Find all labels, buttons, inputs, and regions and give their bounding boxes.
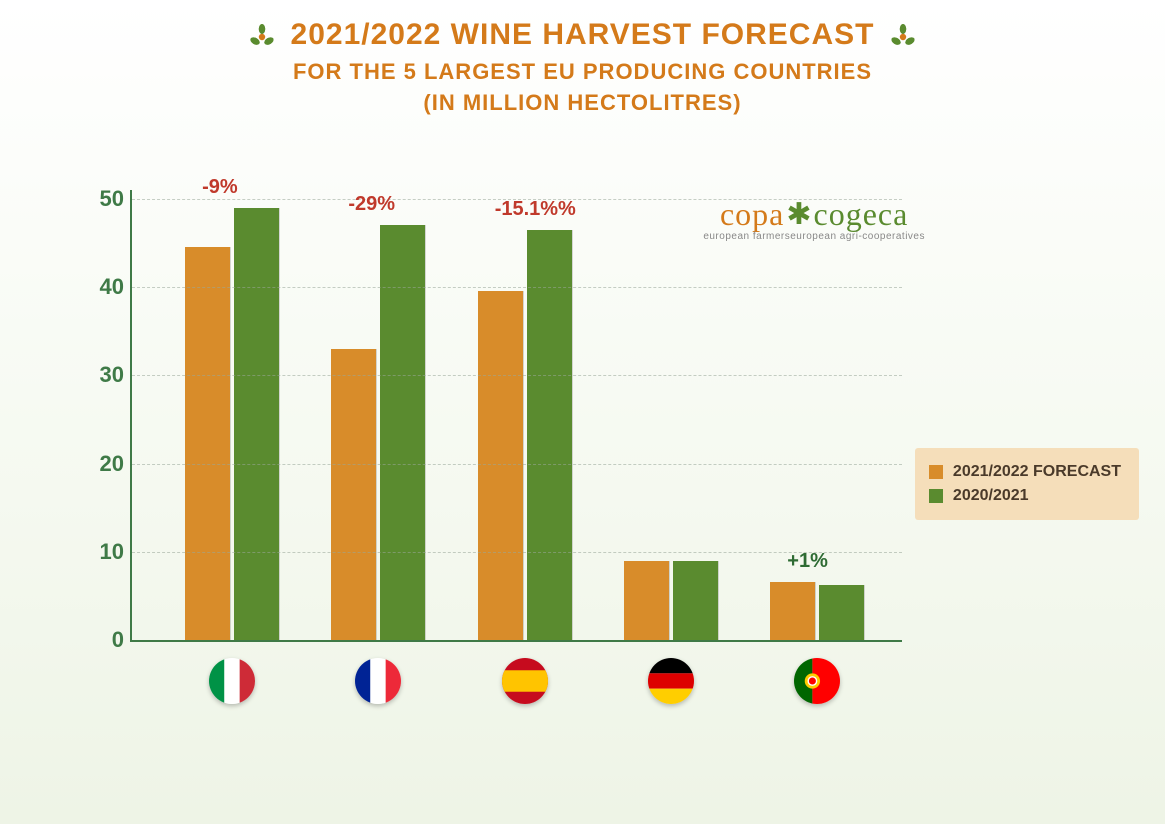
y-tick-label: 0 (92, 627, 124, 653)
bar-previous-portugal (819, 585, 864, 640)
legend-label: 2021/2022 FORECAST (953, 460, 1121, 484)
legend-swatch (929, 465, 943, 479)
pct-label-portugal: +1% (787, 550, 828, 573)
flag-italy (209, 658, 255, 704)
flag-germany (648, 658, 694, 704)
y-tick-label: 30 (92, 362, 124, 388)
legend-item-forecast: 2021/2022 FORECAST (929, 460, 1121, 484)
bar-previous-spain (527, 230, 572, 640)
grid-line (132, 375, 902, 376)
bar-forecast-spain (478, 291, 523, 640)
title-sub2: (in million hectolitres) (0, 88, 1165, 119)
pct-label-france: -29% (348, 193, 395, 216)
grid-line (132, 464, 902, 465)
pct-label-italy: -9% (202, 176, 238, 199)
chart-area: 01020304050-9%-29%-15.1%%+1% (90, 190, 900, 690)
bar-group-italy (185, 208, 279, 640)
y-tick-label: 20 (92, 451, 124, 477)
title-main: 2021/2022 Wine Harvest Forecast (291, 18, 875, 51)
legend-swatch (929, 489, 943, 503)
legend-label: 2020/2021 (953, 484, 1029, 508)
y-tick-label: 10 (92, 539, 124, 565)
plot-area: 01020304050-9%-29%-15.1%%+1% (130, 190, 902, 642)
bar-group-spain (478, 230, 572, 640)
legend-item-previous: 2020/2021 (929, 484, 1121, 508)
infographic-container: 2021/2022 Wine Harvest Forecast for the … (0, 0, 1165, 824)
flower-icon (888, 22, 918, 57)
legend: 2021/2022 FORECAST 2020/2021 (915, 448, 1139, 520)
title-block: 2021/2022 Wine Harvest Forecast for the … (0, 0, 1165, 119)
flower-icon (247, 22, 277, 57)
y-tick-label: 40 (92, 274, 124, 300)
bar-forecast-france (331, 349, 376, 640)
title-row: 2021/2022 Wine Harvest Forecast (0, 18, 1165, 57)
bar-group-portugal (770, 582, 864, 640)
flag-france (355, 658, 401, 704)
bar-previous-italy (234, 208, 279, 640)
flag-spain (502, 658, 548, 704)
grid-line (132, 287, 902, 288)
title-sub1: for the 5 largest EU producing countries (0, 57, 1165, 88)
pct-label-spain: -15.1%% (495, 198, 576, 221)
bar-forecast-germany (624, 561, 669, 640)
flag-portugal (794, 658, 840, 704)
bar-forecast-italy (185, 247, 230, 640)
bar-group-germany (624, 561, 718, 640)
bar-forecast-portugal (770, 582, 815, 640)
y-tick-label: 50 (92, 186, 124, 212)
bar-previous-germany (673, 561, 718, 640)
